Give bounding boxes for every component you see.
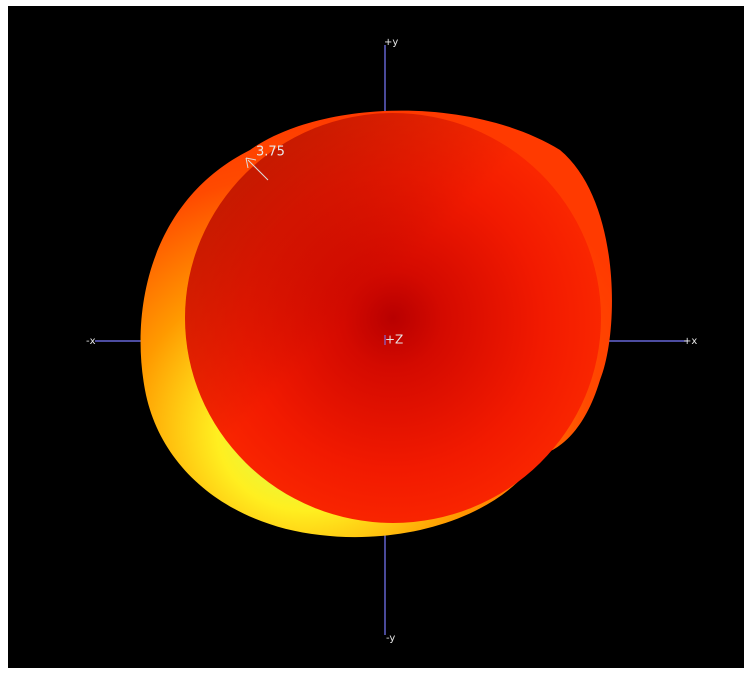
axis-label: -x [86, 336, 96, 347]
annotation-arrow [247, 159, 269, 181]
axis-label: +x [683, 336, 697, 347]
pattern-shade [185, 113, 601, 523]
axis-label: +Z [385, 333, 403, 347]
axis-label: -y [386, 633, 395, 644]
annotation-arrowhead [245, 157, 257, 169]
annotation: 3.75 [256, 145, 285, 160]
axis-label: +y [384, 37, 398, 48]
